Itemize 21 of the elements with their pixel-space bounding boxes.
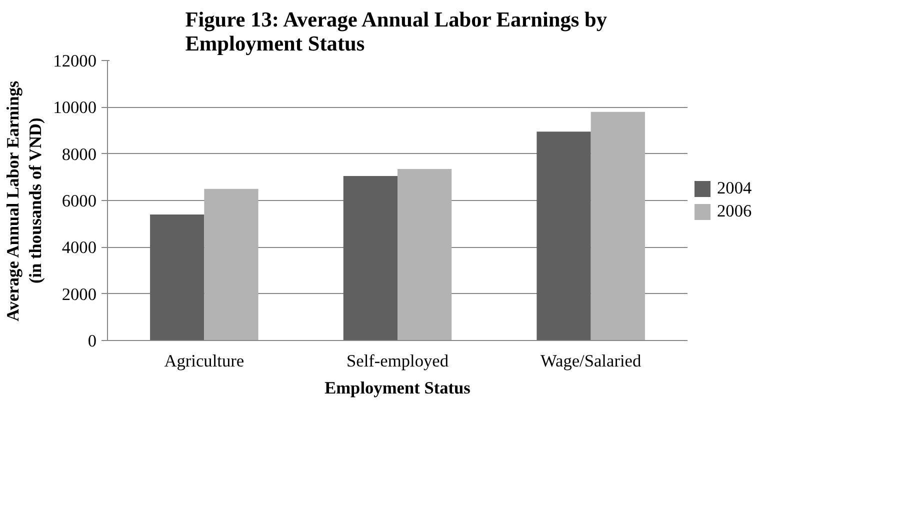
bar (150, 214, 204, 340)
bar (204, 188, 258, 340)
y-tick-label: 6000 (62, 192, 96, 210)
x-tick-label: Wage/Salaried (540, 352, 642, 370)
legend-label: 2006 (717, 202, 752, 222)
bar (343, 176, 398, 340)
x-axis-title: Employment Status (324, 378, 471, 398)
y-tick-label: 0 (88, 332, 97, 350)
y-tick-label: 2000 (62, 284, 96, 304)
chart-title: Figure 13: Average Annual Labor Earnings by Employment Status (185, 8, 608, 56)
bar (398, 169, 452, 340)
legend-label: 2004 (717, 178, 752, 198)
y-tick-label: 4000 (62, 238, 96, 258)
bar (590, 112, 645, 340)
x-tick-label: Agriculture (164, 352, 244, 370)
y-tick-label: 8000 (62, 144, 96, 164)
y-axis-title: Average Annual Labor Earnings (in thousands of VND) (3, 80, 46, 322)
y-tick-label: 12000 (53, 52, 97, 70)
y-tick-label: 10000 (53, 98, 97, 118)
x-tick-label: Self-employed (346, 352, 449, 370)
bar (536, 132, 591, 340)
